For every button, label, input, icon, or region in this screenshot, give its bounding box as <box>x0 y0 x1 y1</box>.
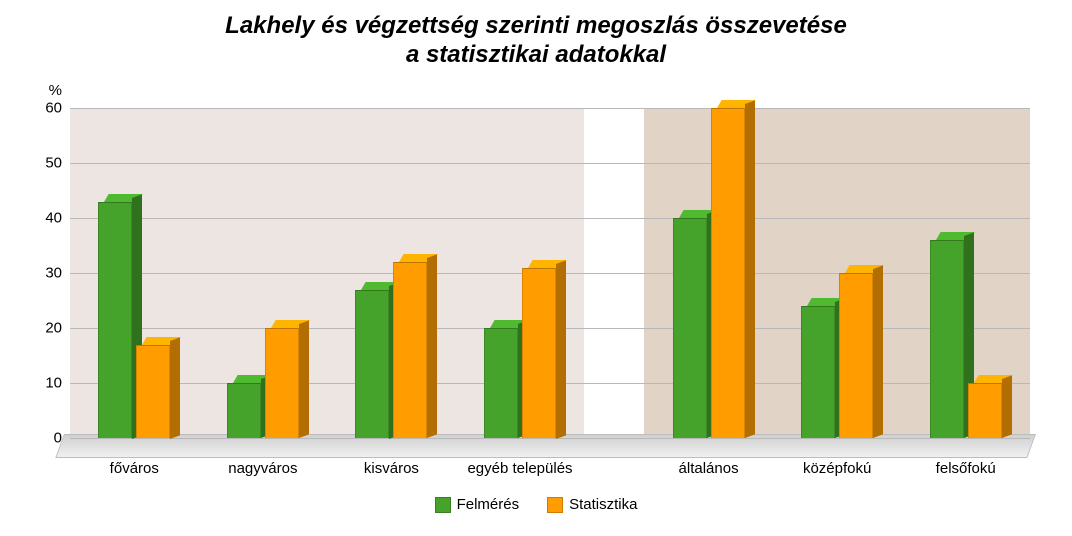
xaxis-label: nagyváros <box>228 438 297 477</box>
chart-container: Lakhely és végzettség szerinti megoszlás… <box>0 0 1072 536</box>
bar-statisztika <box>522 268 556 439</box>
bar-statisztika <box>265 328 299 438</box>
bar-group <box>799 108 875 438</box>
legend-swatch <box>435 497 451 513</box>
bar-felmeres <box>227 383 261 438</box>
plot-area: % 0102030405060fővárosnagyvároskisvárose… <box>70 108 1030 438</box>
xaxis-label: kisváros <box>364 438 419 477</box>
yaxis-tick-label: 30 <box>45 265 70 282</box>
bar-statisztika <box>393 262 427 438</box>
bar-front <box>930 240 964 438</box>
bar-felmeres <box>673 218 707 438</box>
yaxis-tick-label: 60 <box>45 100 70 117</box>
bar-front <box>711 108 745 438</box>
bar-side <box>299 320 309 438</box>
yaxis-unit: % <box>49 82 70 99</box>
bar-group <box>353 108 429 438</box>
legend: Felmérés Statisztika <box>0 496 1072 513</box>
legend-item-statisztika: Statisztika <box>547 496 637 513</box>
bar-front <box>136 345 170 439</box>
legend-label: Statisztika <box>569 496 637 513</box>
bar-side <box>427 254 437 438</box>
bar-statisztika <box>839 273 873 438</box>
bar-group <box>225 108 301 438</box>
xaxis-label: főváros <box>110 438 159 477</box>
bar-group <box>96 108 172 438</box>
bar-statisztika <box>136 345 170 439</box>
bar-felmeres <box>484 328 518 438</box>
bar-group <box>928 108 1004 438</box>
bar-felmeres <box>355 290 389 439</box>
yaxis-tick-label: 20 <box>45 320 70 337</box>
yaxis-tick-label: 0 <box>54 430 70 447</box>
bar-statisztika <box>711 108 745 438</box>
bar-side <box>1002 375 1012 438</box>
bar-front <box>227 383 261 438</box>
bar-felmeres <box>801 306 835 438</box>
xaxis-label: középfokú <box>803 438 871 477</box>
bar-side <box>556 260 566 438</box>
yaxis-tick-label: 10 <box>45 375 70 392</box>
bar-front <box>265 328 299 438</box>
bar-front <box>98 202 132 439</box>
bar-side <box>170 337 180 438</box>
chart-title-line2: a statisztikai adatokkal <box>406 41 666 68</box>
bar-side <box>745 100 755 438</box>
bar-front <box>801 306 835 438</box>
bar-front <box>968 383 1002 438</box>
bar-felmeres <box>930 240 964 438</box>
bar-felmeres <box>98 202 132 439</box>
xaxis-label: egyéb település <box>467 438 572 477</box>
xaxis-label: általános <box>679 438 739 477</box>
bar-front <box>393 262 427 438</box>
bar-front <box>522 268 556 439</box>
bar-group <box>482 108 558 438</box>
yaxis-tick-label: 40 <box>45 210 70 227</box>
bar-group <box>671 108 747 438</box>
legend-label: Felmérés <box>457 496 520 513</box>
chart-title-line1: Lakhely és végzettség szerinti megoszlás… <box>225 12 847 39</box>
legend-swatch <box>547 497 563 513</box>
bar-statisztika <box>968 383 1002 438</box>
bar-front <box>355 290 389 439</box>
legend-item-felmeres: Felmérés <box>435 496 520 513</box>
yaxis-tick-label: 50 <box>45 155 70 172</box>
bar-side <box>873 265 883 438</box>
bar-front <box>484 328 518 438</box>
chart-title: Lakhely és végzettség szerinti megoszlás… <box>0 12 1072 70</box>
bar-front <box>839 273 873 438</box>
xaxis-label: felsőfokú <box>936 438 996 477</box>
bar-front <box>673 218 707 438</box>
